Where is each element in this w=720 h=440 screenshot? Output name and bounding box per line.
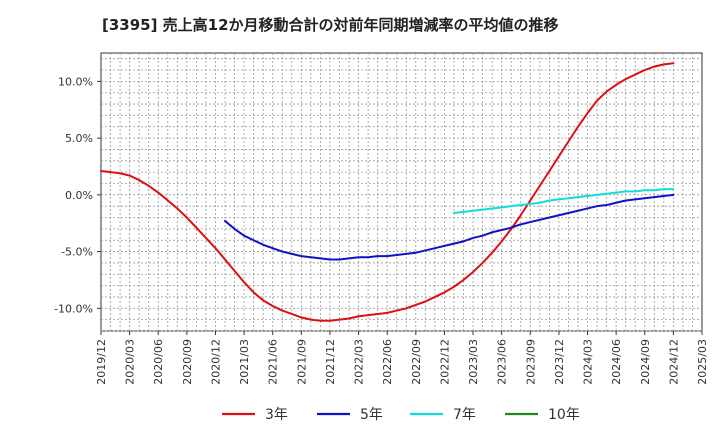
legend-label-3: 7年 xyxy=(453,407,476,423)
x-tick-label: 2021/06 xyxy=(267,339,280,385)
x-tick-label: 2019/12 xyxy=(95,339,108,385)
series-layer xyxy=(100,62,675,322)
x-tick-label: 2023/09 xyxy=(524,339,537,385)
plot-area xyxy=(100,52,703,332)
x-tick-label: 2020/06 xyxy=(152,339,165,385)
plot-frame xyxy=(100,52,703,332)
chart-title: [3395] 売上高12か月移動合計の対前年同期増減率の平均値の推移 xyxy=(102,16,559,34)
x-tick-label: 2022/12 xyxy=(438,339,451,385)
x-tick-label: 2024/12 xyxy=(667,339,680,385)
x-tick-label: 2020/12 xyxy=(209,339,222,385)
x-tick-label: 2023/12 xyxy=(553,339,566,385)
x-tick-label: 2024/06 xyxy=(610,339,623,385)
x-tick-label: 2021/09 xyxy=(295,339,308,385)
x-tick-label: 2020/09 xyxy=(181,339,194,385)
x-tick-label: 2025/03 xyxy=(696,339,709,385)
legend-label-4: 10年 xyxy=(548,407,580,423)
series-line-2 xyxy=(224,193,675,261)
series-line-3 xyxy=(452,188,675,214)
y-tick-label: -5.0% xyxy=(61,246,93,259)
y-tick-label: 10.0% xyxy=(58,75,93,88)
grid xyxy=(101,53,702,332)
legend: 3年 5年 7年 10年 xyxy=(222,407,580,423)
x-tick-label: 2024/09 xyxy=(639,339,652,385)
series-line-1 xyxy=(100,62,675,322)
x-tick-label: 2021/03 xyxy=(238,339,251,385)
x-tick-label: 2022/06 xyxy=(381,339,394,385)
x-axis: 2019/12 2020/03 2020/06 2020/09 2020/12 2021/… xyxy=(95,331,709,385)
x-tick-label: 2024/03 xyxy=(582,339,595,385)
y-tick-label: -10.0% xyxy=(54,302,93,315)
x-tick-label: 2022/03 xyxy=(353,339,366,385)
y-tick-label: 5.0% xyxy=(65,132,93,145)
legend-label-2: 5年 xyxy=(360,407,383,423)
x-tick-label: 2023/03 xyxy=(467,339,480,385)
x-tick-label: 2021/12 xyxy=(324,339,337,385)
y-axis: 10.0% 5.0% 0.0% -5.0% -10.0% xyxy=(54,75,101,315)
x-tick-label: 2020/03 xyxy=(124,339,137,385)
x-tick-label: 2022/09 xyxy=(410,339,423,385)
x-tick-label: 2023/06 xyxy=(496,339,509,385)
y-tick-label: 0.0% xyxy=(65,189,93,202)
legend-label-1: 3年 xyxy=(265,407,288,423)
